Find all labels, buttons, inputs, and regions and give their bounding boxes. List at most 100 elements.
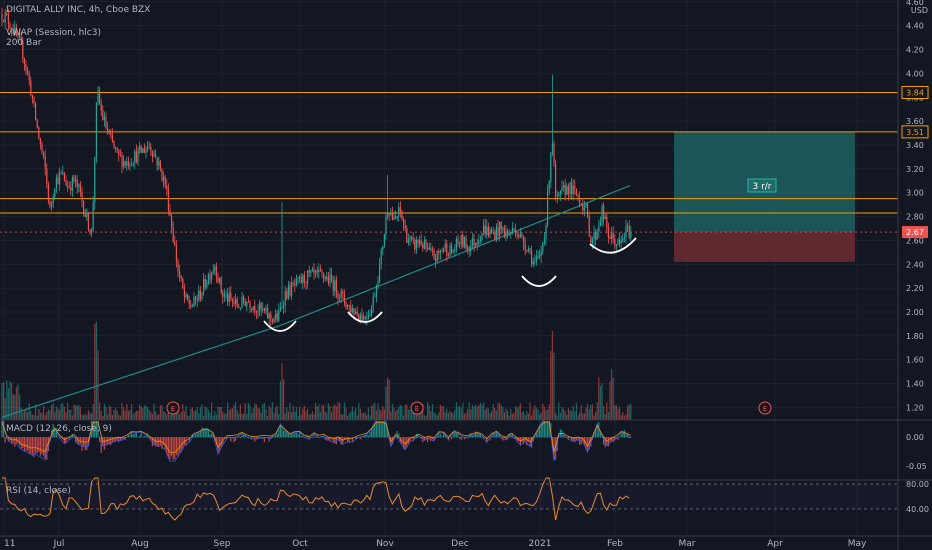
candle-body: [161, 168, 163, 181]
volume-bar: [230, 408, 232, 420]
candle-body: [131, 164, 133, 166]
volume-bar: [166, 413, 168, 420]
macd-histogram-bar: [113, 437, 115, 442]
volume-bar: [315, 402, 317, 420]
macd-histogram-bar: [263, 437, 265, 443]
candle-body: [623, 237, 625, 239]
candle-body: [227, 294, 229, 302]
volume-bar: [374, 402, 376, 420]
macd-histogram-bar: [225, 437, 227, 439]
candle-body: [260, 302, 262, 310]
candle-body: [515, 230, 517, 236]
price-axis[interactable]: 4.604.404.204.003.803.603.403.203.002.80…: [906, 0, 929, 514]
price-tick-label: 1.20: [906, 403, 924, 412]
macd-histogram-bar: [230, 437, 232, 442]
volume-bar: [595, 412, 597, 420]
candle-body: [230, 292, 232, 299]
macd-histogram-bar: [31, 437, 33, 456]
macd-histogram-bar: [110, 437, 112, 446]
vwap-legend[interactable]: VWAP (Session, hlc3): [6, 28, 101, 38]
volume-bar: [446, 408, 448, 420]
volume-bar: [375, 410, 377, 420]
volume-bar: [135, 410, 137, 420]
candle-body: [302, 275, 304, 283]
candle-body: [111, 134, 113, 142]
candle-body: [196, 299, 198, 301]
candle-body: [193, 296, 195, 307]
volume-bar: [585, 407, 587, 420]
macd-histogram-bar: [153, 437, 155, 445]
volume-bar: [510, 408, 512, 420]
time-axis[interactable]: 11 Jul Aug Sep Oct Nov Dec 2021 Feb Mar Apr May: [4, 539, 867, 549]
volume-bar: [307, 408, 309, 420]
macd-histogram-bar: [54, 428, 56, 438]
volume-bar: [43, 406, 45, 420]
rsi-legend[interactable]: RSI (14, close): [6, 486, 71, 496]
macd-histogram-bar: [379, 421, 381, 438]
candle-body: [47, 183, 49, 202]
candle-body: [612, 232, 614, 239]
candle-body: [115, 147, 117, 149]
volume-bar: [444, 412, 446, 420]
macd-histogram-bar: [57, 437, 59, 438]
candle-body: [36, 119, 38, 128]
candle-body: [51, 203, 53, 207]
volume-bar: [79, 406, 81, 420]
volume-bar: [167, 408, 169, 420]
horizontal-levels[interactable]: [0, 91, 898, 233]
candle-body: [281, 307, 283, 309]
candle-body: [25, 63, 27, 71]
candle-body: [321, 270, 323, 273]
volume-bar: [598, 377, 600, 420]
candle-body: [142, 148, 144, 153]
candle-body: [495, 226, 497, 239]
position-tool-zones[interactable]: 3 r/r: [674, 131, 855, 262]
volume-bar: [99, 402, 101, 420]
macd-histogram-bar: [524, 437, 526, 442]
macd-histogram-bar: [38, 437, 40, 452]
volume-bar: [339, 402, 341, 420]
volume-bar: [423, 414, 425, 420]
volume-bar: [356, 415, 358, 420]
symbol-legend[interactable]: DIGITAL ALLY INC, 4h, Cboe BZX: [6, 5, 151, 15]
candle-body: [92, 202, 94, 231]
volume-bar: [102, 415, 104, 420]
volume-bar: [543, 406, 545, 420]
candle-body: [108, 131, 110, 134]
candle-body: [607, 227, 609, 238]
macd-histogram-bar: [527, 437, 529, 442]
volume-bar: [599, 385, 601, 420]
volume-bar: [627, 405, 629, 420]
candle-body: [574, 186, 576, 189]
volume-bar: [39, 412, 41, 420]
macd-pane: [1, 418, 632, 462]
candle-body: [30, 80, 32, 96]
volume-bar: [531, 415, 533, 420]
volume-bar: [473, 406, 475, 420]
candle-body: [60, 172, 62, 174]
volume-bar: [76, 405, 78, 420]
volume-bar: [558, 402, 560, 420]
ema-legend[interactable]: 200 Bar: [6, 38, 42, 48]
macd-histogram-bar: [115, 437, 117, 442]
candle-body: [420, 240, 422, 245]
candle-body: [279, 307, 281, 311]
candle-body: [516, 235, 518, 237]
volume-bar: [615, 405, 617, 420]
volume-bar: [467, 409, 469, 420]
volume-bar: [364, 412, 366, 420]
macd-histogram-bar: [255, 437, 257, 440]
candle-body: [83, 201, 85, 215]
volume-bar: [427, 402, 429, 420]
candle-body: [591, 239, 593, 243]
volume-bar: [319, 412, 321, 420]
candle-body: [89, 229, 91, 234]
higher-low-arcs: [263, 237, 637, 332]
candle-body: [486, 226, 488, 235]
macd-histogram-bar: [595, 429, 597, 438]
macd-legend[interactable]: MACD (12, 26, close, 9): [6, 424, 112, 434]
candle-body: [228, 292, 230, 302]
volume-bar: [527, 413, 529, 420]
